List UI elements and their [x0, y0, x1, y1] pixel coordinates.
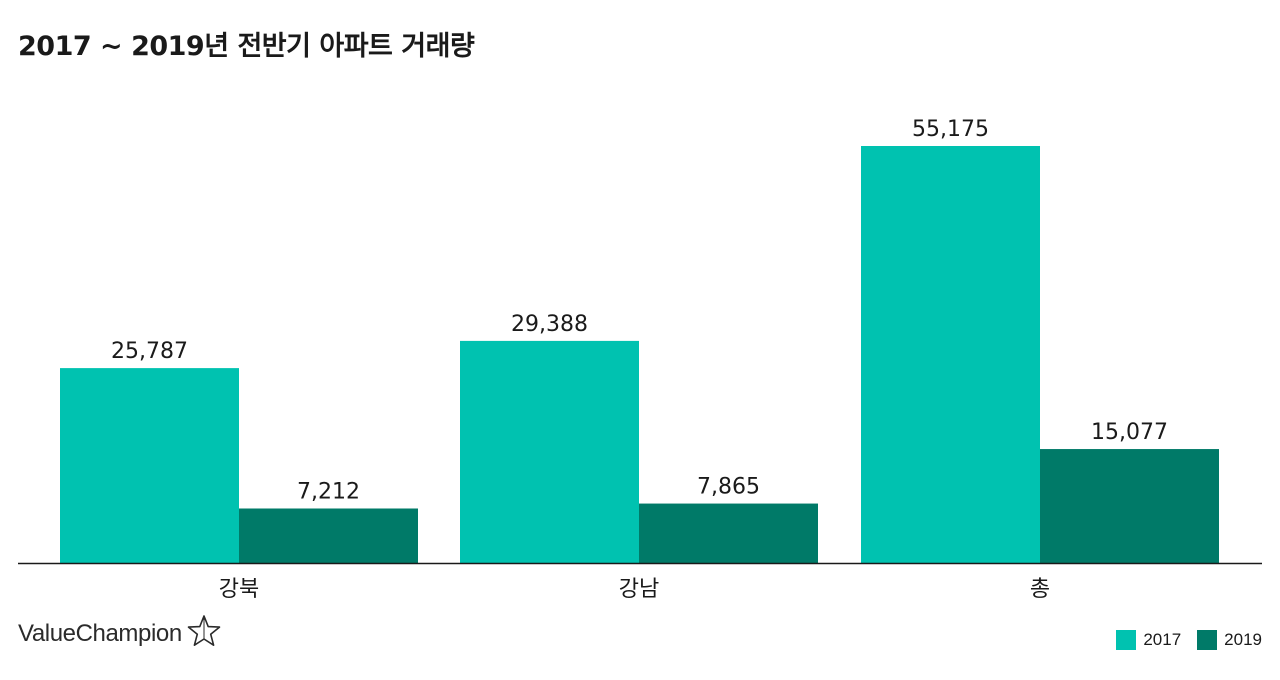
bar-2017-0	[60, 368, 239, 563]
data-label-2017-2: 55,175	[912, 117, 989, 142]
legend-swatch-2017	[1116, 630, 1137, 650]
chart-title: 2017 ~ 2019년 전반기 아파트 거래량	[18, 31, 475, 62]
bars-layer	[60, 146, 1219, 563]
bar-2019-0	[239, 508, 418, 563]
category-labels-layer: 강북 강남 총	[219, 577, 1050, 602]
bar-2017-1	[460, 340, 639, 563]
brand-name: ValueChampion	[18, 620, 182, 647]
data-label-2017-0: 25,787	[111, 339, 188, 364]
category-label-0: 강북	[219, 577, 259, 602]
star-outline-icon	[187, 615, 221, 647]
bar-2019-1	[639, 503, 818, 563]
bar-chart: 25,787 7,212 29,388 7,865 55,175 15,077 강북 강남 총	[18, 117, 1262, 602]
legend-swatch-2019	[1197, 630, 1218, 650]
data-labels-layer: 25,787 7,212 29,388 7,865 55,175 15,077	[111, 117, 1168, 504]
legend-label-2017: 2017	[1143, 630, 1182, 649]
data-label-2019-2: 15,077	[1091, 420, 1168, 445]
bar-2019-2	[1040, 449, 1219, 563]
legend-item-2017: 2017	[1116, 630, 1181, 650]
legend-item-2019: 2019	[1197, 630, 1262, 650]
data-label-2019-1: 7,865	[697, 475, 760, 500]
brand-logo: ValueChampion	[18, 615, 222, 648]
category-label-1: 강남	[619, 577, 659, 602]
category-label-2: 총	[1030, 577, 1050, 602]
data-label-2019-0: 7,212	[297, 479, 360, 504]
bar-2017-2	[861, 146, 1040, 563]
legend: 2017 2019	[1100, 630, 1262, 650]
data-label-2017-1: 29,388	[511, 312, 588, 337]
legend-label-2019: 2019	[1224, 630, 1262, 649]
